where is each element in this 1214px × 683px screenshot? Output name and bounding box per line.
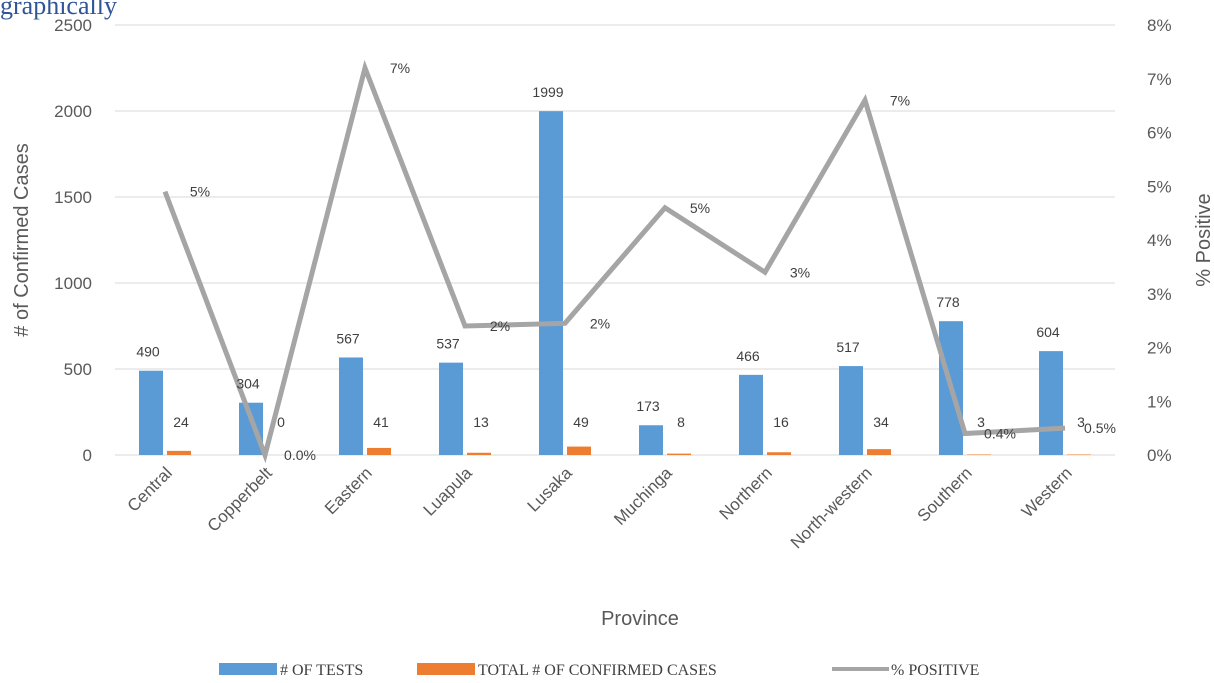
bar-data-label: 1999: [532, 84, 563, 100]
y-tick-label: 1000: [54, 274, 92, 293]
y2-tick-label: 1%: [1147, 392, 1172, 411]
bar-confirmed-cases: [367, 447, 391, 455]
bar-tests: [839, 366, 863, 455]
y2-tick-label: 4%: [1147, 231, 1172, 250]
line-data-label: 2%: [590, 315, 610, 331]
y-tick-label: 500: [64, 360, 92, 379]
line-data-label: 0.5%: [1084, 420, 1116, 436]
x-tick-label: Lusaka: [524, 463, 577, 516]
y-tick-label: 0: [83, 446, 92, 465]
line-data-label: 5%: [190, 184, 210, 200]
line-data-label: 3%: [790, 264, 810, 280]
bar-data-label: 3: [977, 414, 985, 430]
x-axis-ticks: Central Copperbelt Eastern Luapula Lusaka Muc…: [124, 463, 1076, 552]
gridlines: [115, 24, 1115, 456]
percent-positive-line: [162, 59, 1066, 464]
bar-confirmed-cases: [767, 452, 791, 455]
line-data-label: 7%: [890, 92, 910, 108]
line-data-label: 2%: [490, 318, 510, 334]
y2-tick-label: 7%: [1147, 70, 1172, 89]
bar-data-label: 604: [1036, 324, 1060, 340]
x-tick-label: Eastern: [321, 463, 376, 518]
bar-confirmed-cases: [167, 450, 191, 455]
legend-swatch-tests: [219, 663, 277, 675]
bar-data-label: 490: [136, 344, 160, 360]
bar-data-label: 0: [277, 414, 285, 430]
legend-label-tests: # OF TESTS: [280, 662, 363, 679]
y2-tick-label: 0%: [1147, 446, 1172, 465]
bar-confirmed-cases: [467, 452, 491, 455]
y2-tick-label: 5%: [1147, 177, 1172, 196]
bar-data-label: 34: [873, 414, 889, 430]
x-tick-label: Muchinga: [610, 463, 676, 529]
legend: # OF TESTS TOTAL # OF CONFIRMED CASES % PO…: [219, 662, 979, 679]
bar-confirmed-cases: [667, 453, 691, 455]
bar-data-label: 8: [677, 414, 685, 430]
bar-tests: [439, 362, 463, 455]
bar-data-label: 49: [573, 414, 589, 430]
bar-data-label: 16: [773, 414, 789, 430]
x-axis-title: Province: [601, 608, 679, 630]
x-tick-label: Luapula: [420, 463, 477, 520]
x-tick-label: North-western: [787, 463, 876, 552]
bar-data-label: 466: [736, 348, 760, 364]
percent-line: [162, 59, 1066, 464]
bar-data-label: 778: [936, 294, 960, 310]
line-data-label: 0.0%: [284, 447, 316, 463]
bar-confirmed-cases: [1067, 454, 1091, 455]
x-tick-label: Northern: [716, 463, 776, 523]
y-tick-label: 2000: [54, 102, 92, 121]
bar-tests: [1039, 351, 1063, 455]
bar-data-label: 41: [373, 414, 389, 430]
x-tick-label: Southern: [914, 463, 976, 525]
bar-data-label: 24: [173, 414, 189, 430]
legend-swatch-confirmed: [417, 663, 475, 675]
y-axis-ticks: 0 500 1000 1500 2000 2500: [54, 16, 92, 465]
y2-axis-ticks: 0% 1% 2% 3% 4% 5% 6% 7% 8%: [1147, 16, 1172, 465]
bar-confirmed-cases: [967, 454, 991, 455]
y2-tick-label: 8%: [1147, 16, 1172, 35]
data-labels: 490 24 304 0 567 41 537 13 1999 49 173 8 466 16 517 34 7…: [136, 60, 1116, 463]
bar-tests: [539, 111, 563, 455]
y-tick-label: 1500: [54, 188, 92, 207]
bar-confirmed-cases: [567, 446, 591, 455]
line-data-label: 0.4%: [984, 426, 1016, 442]
y-tick-label: 2500: [54, 16, 92, 35]
chart-heading-fragment: graphically: [0, 0, 117, 20]
legend-label-percent: % POSITIVE: [891, 662, 979, 679]
x-tick-label: Central: [124, 463, 176, 515]
bar-confirmed-cases: [867, 449, 891, 455]
bar-tests: [639, 425, 663, 455]
bar-data-label: 517: [836, 339, 860, 355]
bar-data-label: 3: [1077, 414, 1085, 430]
line-data-label: 7%: [390, 60, 410, 76]
y-axis-title: # of Confirmed Cases: [11, 143, 33, 336]
y2-tick-label: 2%: [1147, 339, 1172, 358]
bar-data-label: 173: [636, 398, 660, 414]
x-tick-label: Western: [1018, 463, 1076, 521]
y2-tick-label: 3%: [1147, 285, 1172, 304]
legend-label-confirmed: TOTAL # OF CONFIRMED CASES: [478, 662, 717, 679]
line-data-label: 5%: [690, 200, 710, 216]
bar-data-label: 537: [436, 336, 460, 352]
bar-data-label: 304: [236, 376, 260, 392]
bar-tests: [139, 370, 163, 455]
bar-data-label: 567: [336, 330, 360, 346]
bars: [139, 111, 1091, 455]
bar-tests: [739, 374, 763, 455]
bar-tests: [339, 357, 363, 455]
y2-tick-label: 6%: [1147, 124, 1172, 143]
bar-data-label: 13: [473, 414, 489, 430]
x-tick-label: Copperbelt: [204, 463, 276, 535]
y2-axis-title: % Positive: [1193, 193, 1214, 286]
